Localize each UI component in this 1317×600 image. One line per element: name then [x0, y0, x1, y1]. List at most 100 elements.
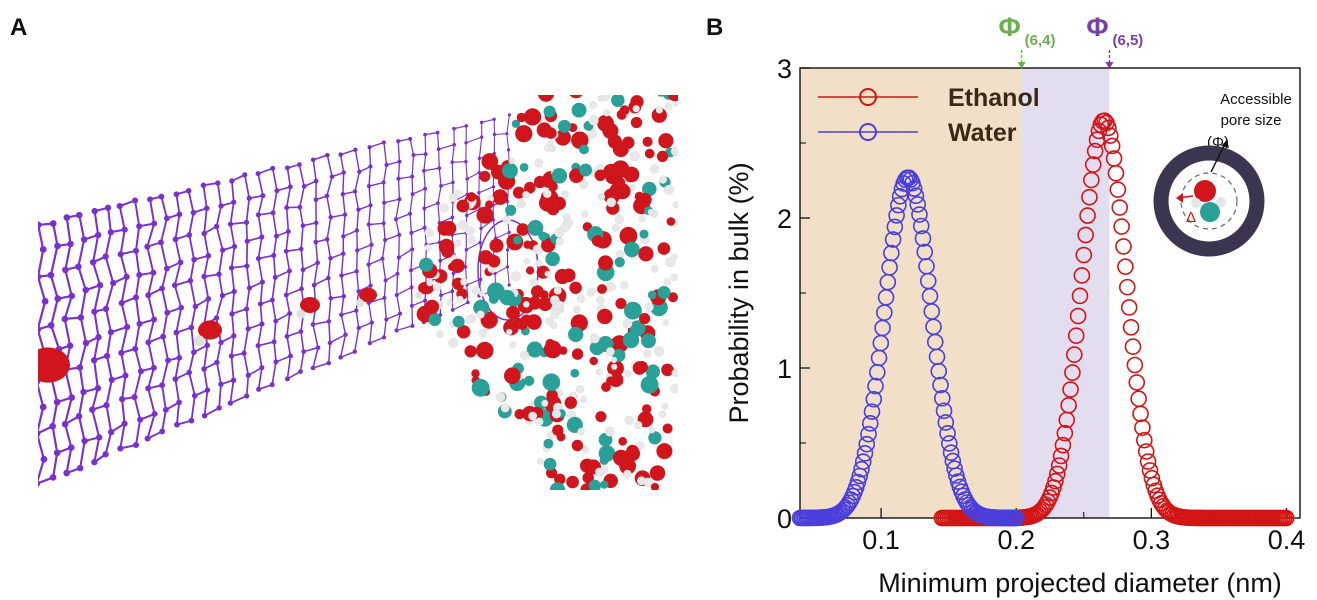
- data-point: [858, 435, 876, 453]
- data-point: [912, 217, 930, 235]
- data-point: [1117, 258, 1134, 275]
- data-point: [1079, 207, 1096, 224]
- data-point: [1064, 364, 1081, 381]
- panel-b-label: B: [706, 14, 724, 41]
- data-point: [856, 445, 874, 462]
- data-point: [942, 444, 960, 461]
- data-point: [937, 414, 955, 431]
- y-tick-label: 0: [777, 504, 792, 534]
- data-point: [1060, 397, 1077, 414]
- x-tick-label: 0.4: [1268, 525, 1306, 555]
- carbon-atom-icon: [1200, 202, 1220, 222]
- shaded-region-0: [800, 68, 1022, 518]
- data-point: [1122, 319, 1140, 336]
- data-point: [1124, 338, 1142, 355]
- data-point: [884, 231, 902, 248]
- solvent-molecules: [38, 95, 678, 490]
- oxygen-atom-icon: [1194, 180, 1216, 202]
- marker-symbol-0: Φ: [999, 12, 1021, 42]
- data-point: [1134, 419, 1151, 436]
- marker-subscript-1: (6,5): [1112, 32, 1143, 49]
- data-point: [1128, 374, 1146, 391]
- inset-delta-label: Δ: [1186, 209, 1196, 226]
- legend: Ethanol Water: [818, 84, 1040, 147]
- data-point: [911, 206, 928, 223]
- data-point: [891, 188, 909, 205]
- hydrogen-atom-icon: [1191, 198, 1201, 208]
- data-point: [1113, 218, 1130, 235]
- inset-arrowhead-icon: [1221, 140, 1229, 148]
- data-point: [1054, 436, 1072, 454]
- data-point: [849, 473, 867, 491]
- data-point: [1111, 199, 1129, 216]
- series-water: [791, 169, 1025, 527]
- marker-arrow-icon-1: [1105, 62, 1114, 69]
- pore-boundary-icon: [1169, 161, 1249, 241]
- data-point: [1067, 327, 1085, 344]
- marker-arrow-icon-0: [1017, 62, 1026, 69]
- data-point: [1084, 156, 1102, 173]
- data-points: [791, 112, 1295, 527]
- data-point: [1047, 472, 1064, 490]
- data-point: [883, 244, 900, 262]
- axis-ticks: 0 1 2 3 0.1 0.2 0.3 0.4: [777, 54, 1305, 555]
- x-axis-label: Minimum projected diameter (nm): [878, 568, 1282, 598]
- data-point: [1033, 501, 1051, 518]
- x-tick-label: 0.1: [862, 525, 900, 555]
- data-point: [914, 230, 932, 247]
- y-tick-label: 2: [777, 204, 792, 234]
- data-point: [1081, 188, 1098, 206]
- data-point: [907, 187, 925, 204]
- data-point: [1103, 137, 1121, 155]
- data-point: [1143, 469, 1161, 487]
- data-point: [853, 460, 870, 478]
- data-point: [888, 207, 905, 224]
- data-point: [1139, 453, 1157, 470]
- y-tick-label: 3: [777, 54, 792, 84]
- data-point: [1137, 443, 1155, 460]
- data-point: [1136, 431, 1153, 449]
- data-point: [1056, 424, 1074, 442]
- data-point: [934, 389, 951, 407]
- nanotube-lattice: [38, 113, 539, 487]
- marker-symbol-1: Φ: [1086, 12, 1108, 42]
- pore-inset: Accessible pore size (Φ) Δ: [1153, 91, 1292, 257]
- x-tick-label: 0.3: [1133, 525, 1171, 555]
- y-axis-label: Probability in bulk (%): [724, 162, 754, 423]
- pore-ring-icon: [1153, 145, 1265, 257]
- shaded-regions: [800, 68, 1110, 518]
- data-point: [865, 390, 883, 408]
- data-point: [905, 180, 923, 197]
- data-point: [1052, 447, 1070, 465]
- data-point: [1050, 457, 1068, 474]
- pore-size-markers: Φ (6,4) Φ (6,5): [999, 12, 1143, 69]
- legend-label-water: Water: [948, 119, 1017, 147]
- data-point: [1007, 509, 1025, 527]
- legend-label-ethanol: Ethanol: [948, 84, 1040, 112]
- pore-inner-icon: [1180, 172, 1238, 230]
- data-point: [1130, 390, 1147, 408]
- data-point: [1126, 356, 1144, 374]
- hydrogen-atom-icon: [1216, 197, 1226, 207]
- data-point: [1066, 346, 1083, 363]
- data-point: [909, 196, 926, 213]
- data-point: [1086, 142, 1104, 160]
- data-point: [1120, 299, 1138, 316]
- inset-text-line2: pore size: [1221, 112, 1282, 129]
- data-point: [854, 453, 872, 470]
- data-point: [1277, 509, 1295, 527]
- data-point: [890, 196, 907, 214]
- data-point: [1100, 119, 1117, 137]
- data-point: [930, 362, 948, 380]
- panel-a-label: A: [10, 14, 28, 41]
- data-point: [935, 402, 953, 420]
- legend-marker-water: [859, 123, 877, 141]
- data-point: [861, 415, 879, 432]
- data-point: [939, 425, 956, 442]
- data-point: [1077, 226, 1094, 244]
- y-tick-label: 1: [777, 354, 792, 384]
- data-point: [1071, 287, 1089, 305]
- data-point: [1107, 164, 1125, 182]
- data-point: [1062, 381, 1079, 398]
